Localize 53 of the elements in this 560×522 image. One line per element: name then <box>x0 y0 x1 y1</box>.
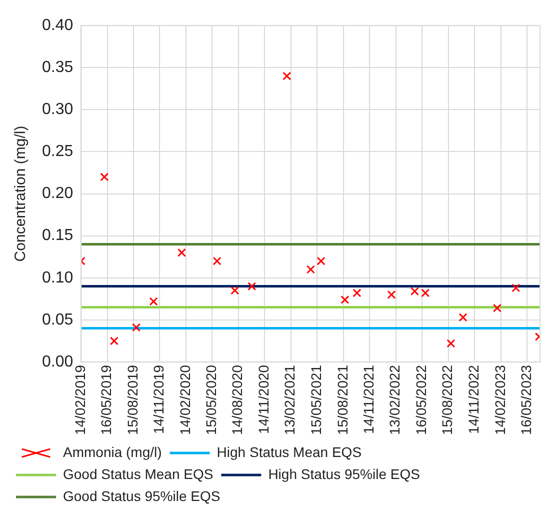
y-tick-label: 0.15 <box>42 227 74 244</box>
x-tick-label: 14/08/2020 <box>229 364 246 436</box>
x-tick-label: 14/11/2021 <box>360 364 376 434</box>
x-tick-label: 15/08/2022 <box>439 364 456 436</box>
point <box>230 286 240 295</box>
y-axis-title: Concentration (mg/l) <box>12 126 30 262</box>
point <box>212 256 222 266</box>
point <box>352 288 362 298</box>
x-tick-label: 13/02/2022 <box>386 364 403 436</box>
point <box>306 265 315 274</box>
x-tick-label: 15/05/2021 <box>308 364 324 436</box>
point <box>492 304 502 312</box>
x-tick-label: 14/02/2020 <box>176 364 193 436</box>
y-tick-label: 0.20 <box>42 185 74 202</box>
point <box>248 282 256 291</box>
point <box>177 248 186 257</box>
x-tick-label: 15/08/2019 <box>124 364 140 436</box>
y-tick-label: 0.00 <box>42 353 74 370</box>
x-tick-label: 15/05/2020 <box>203 364 220 436</box>
x-tick-label: 15/08/2021 <box>334 364 350 436</box>
x-tick-label: 14/02/2019 <box>72 364 88 436</box>
y-tick-label: 0.10 <box>42 269 74 286</box>
y-tick-label: 0.25 <box>42 143 74 160</box>
x-tick-label: 16/05/2019 <box>98 364 114 436</box>
x-tick-label: 14/11/2020 <box>256 364 272 434</box>
legend-label: Good Status 95%ile EQS <box>63 488 220 504</box>
point <box>100 172 109 182</box>
legend-label: Good Status Mean EQS <box>63 466 214 482</box>
y-tick-label: 0.30 <box>42 101 74 118</box>
point <box>421 288 430 298</box>
x-tick-label: 16/05/2022 <box>413 364 430 436</box>
point <box>110 336 118 346</box>
point <box>387 290 396 299</box>
x-tick-label: 14/11/2019 <box>150 364 166 434</box>
legend-label: High Status Mean EQS <box>216 444 362 460</box>
point <box>340 295 350 304</box>
point <box>446 339 456 348</box>
point <box>149 297 158 306</box>
point <box>282 72 292 80</box>
x-tick-label: 14/11/2022 <box>465 364 482 434</box>
point <box>132 323 141 332</box>
y-tick-label: 0.35 <box>42 59 74 76</box>
legend-label: High Status 95%ile EQS <box>268 466 420 482</box>
x-tick-label: 13/02/2021 <box>282 364 298 436</box>
x-tick-label: 16/05/2023 <box>518 364 534 436</box>
y-tick-label: 0.40 <box>42 17 74 34</box>
legend-label: Ammonia (mg/l) <box>63 444 162 460</box>
point <box>458 313 468 322</box>
y-tick-label: 0.05 <box>42 311 74 328</box>
point <box>512 284 520 292</box>
point <box>316 256 326 266</box>
x-tick-label: 14/02/2023 <box>492 364 508 436</box>
point <box>410 287 420 296</box>
